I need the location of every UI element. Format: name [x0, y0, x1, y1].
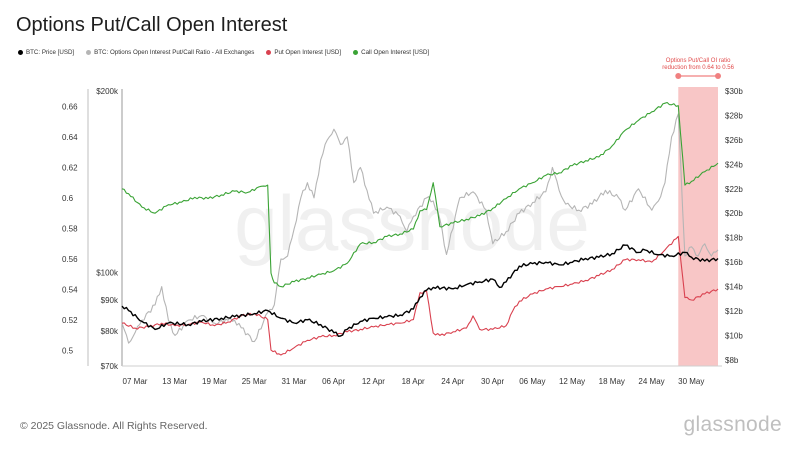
- x-tick-label: 24 Apr: [441, 377, 464, 386]
- legend-label-price: BTC: Price [USD]: [26, 49, 75, 56]
- legend-dot-call-oi: [353, 50, 359, 55]
- series-line-ratio: [121, 113, 719, 344]
- oi-tick-label: $24b: [725, 160, 743, 169]
- copyright-text: © 2025 Glassnode. All Rights Reserved.: [20, 420, 208, 432]
- annotation-dot-start: [675, 73, 682, 79]
- legend-dot-price: [18, 50, 23, 55]
- page-title: Options Put/Call Open Interest: [16, 14, 288, 36]
- oi-tick-label: $14b: [725, 283, 743, 292]
- ratio-tick-label: 0.66: [62, 102, 78, 111]
- x-tick-label: 31 Mar: [281, 377, 306, 386]
- watermark-text: glassnode: [234, 179, 590, 267]
- oi-tick-label: $18b: [725, 234, 743, 243]
- legend-item-put-oi[interactable]: Put Open Interest [USD]: [266, 49, 341, 56]
- oi-tick-label: $30b: [725, 87, 743, 96]
- oi-tick-label: $10b: [725, 331, 743, 340]
- oi-tick-label: $28b: [725, 111, 743, 120]
- x-tick-label: 18 Apr: [402, 377, 425, 386]
- legend-dot-ratio: [86, 50, 92, 55]
- x-tick-label: 19 Mar: [202, 377, 227, 386]
- legend-item-ratio[interactable]: BTC: Options Open Interest Put/Call Rati…: [86, 49, 254, 56]
- price-tick-label: $80k: [101, 327, 119, 336]
- ratio-tick-label: 0.54: [62, 286, 78, 295]
- x-tick-label: 06 May: [519, 377, 545, 386]
- ratio-tick-label: 0.58: [62, 225, 78, 234]
- legend-label-put-oi: Put Open Interest [USD]: [274, 49, 342, 56]
- oi-tick-label: $16b: [725, 258, 743, 267]
- legend-dot-put-oi: [266, 50, 272, 55]
- x-tick-label: 24 May: [638, 377, 664, 386]
- ratio-tick-label: 0.6: [62, 194, 74, 203]
- annotation-dot-end: [715, 73, 721, 79]
- x-tick-label: 25 Mar: [242, 377, 267, 386]
- x-tick-label: 30 Apr: [481, 377, 504, 386]
- series-line-put-oi: [121, 235, 719, 356]
- oi-tick-label: $20b: [725, 209, 743, 218]
- ratio-tick-label: 0.52: [62, 316, 78, 325]
- oi-tick-label: $12b: [725, 307, 743, 316]
- x-tick-label: 06 Apr: [322, 377, 345, 386]
- legend-item-call-oi[interactable]: Call Open Interest [USD]: [353, 49, 429, 56]
- x-tick-label: 13 Mar: [162, 377, 187, 386]
- x-tick-label: 18 May: [599, 377, 625, 386]
- chart-svg: glassnode 0.66 0.64 0.62 0.6 0.58 0.56 0.54 0.5…: [62, 58, 743, 386]
- ratio-tick-label: 0.5: [62, 347, 74, 356]
- glassnode-logo: glassnode: [683, 413, 782, 436]
- oi-tick-label: $22b: [725, 185, 743, 194]
- annotation-text-line1: Options Put/Call OI ratio: [666, 58, 731, 64]
- x-tick-label: 12 May: [559, 377, 585, 386]
- price-tick-label: $70k: [101, 362, 119, 371]
- oi-tick-label: $8b: [725, 356, 739, 365]
- price-tick-label: $100k: [96, 269, 119, 278]
- x-tick-label: 12 Apr: [362, 377, 385, 386]
- annotation-text-line2: reduction from 0.64 to 0.56: [662, 65, 734, 71]
- series-line-price: [121, 244, 719, 337]
- x-tick-label: 30 May: [678, 377, 704, 386]
- oi-tick-label: $26b: [725, 136, 743, 145]
- highlight-region: [678, 87, 718, 366]
- ratio-tick-label: 0.56: [62, 255, 78, 264]
- price-tick-label: $200k: [96, 87, 119, 96]
- x-tick-label: 07 Mar: [123, 377, 148, 386]
- price-tick-label: $90k: [101, 296, 119, 305]
- series-line-call-oi: [121, 101, 719, 288]
- ratio-tick-label: 0.64: [62, 133, 78, 142]
- ratio-tick-label: 0.62: [62, 163, 78, 172]
- legend-item-price[interactable]: BTC: Price [USD]: [18, 49, 74, 56]
- chart-legend: BTC: Price [USD] BTC: Options Open Inter…: [18, 49, 429, 56]
- legend-label-call-oi: Call Open Interest [USD]: [361, 49, 430, 56]
- legend-label-ratio: BTC: Options Open Interest Put/Call Rati…: [94, 49, 255, 56]
